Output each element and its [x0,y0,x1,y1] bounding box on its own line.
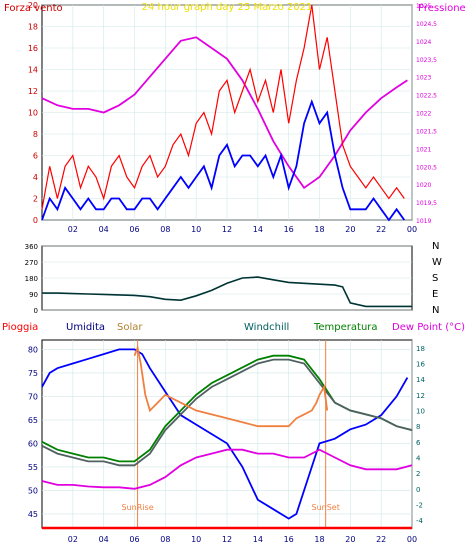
pressure-right-tick: 1019,5 [416,200,437,207]
series-vento-medio [41,99,406,222]
humidity-left-tick: 80 [28,345,38,354]
wind-x-tick: 18 [314,225,324,234]
temp-x-tick: 18 [314,535,324,544]
legend-label-4: Temperatura [313,322,378,333]
wind-x-tick: 10 [191,225,201,234]
direction-tick: 90 [29,291,38,299]
wind-left-tick: 6 [33,152,38,161]
temp-x-tick: 00 [407,535,417,544]
humidity-left-tick: 60 [28,439,38,448]
wind-x-tick: 16 [284,225,294,234]
direction-tick: 180 [25,275,38,283]
temperature-right-tick: 2 [416,470,420,478]
temp-x-tick: 20 [345,535,355,544]
compass-label: N [432,241,439,252]
humidity-left-tick: 75 [28,369,38,378]
wind-left-tick: 10 [28,109,38,118]
humidity-left-tick: 50 [28,486,38,495]
pressure-right-tick: 1024 [416,39,431,46]
wind-x-tick: 12 [222,225,232,234]
wind-x-tick: 02 [68,225,78,234]
legend-label-0: Pioggia [2,322,38,333]
pressure-right-tick: 1022,5 [416,93,437,100]
temp-x-tick: 08 [160,535,170,544]
compass-label: S [432,273,438,284]
legend-label-2: Solar [117,322,143,333]
series-pressione [41,36,408,190]
temp-x-tick: 02 [68,535,78,544]
humidity-left-tick: 55 [28,463,38,472]
compass-label: E [432,289,438,300]
legend-label-3: Windchill [244,322,289,333]
wind-x-tick: 08 [160,225,170,234]
temp-x-tick: 22 [376,535,386,544]
direction-tick: 0 [34,307,38,315]
pressure-right-tick: 1020,5 [416,164,437,171]
temp-x-tick: 12 [222,535,232,544]
series-raffica [41,4,405,210]
pressure-right-tick: 1021,5 [416,128,437,135]
wind-left-tick: 4 [33,173,38,182]
wind-x-tick: 20 [345,225,355,234]
temperature-right-tick: 4 [416,455,421,463]
pressure-right-tick: 1019 [416,218,431,225]
series-umidita [41,348,409,520]
wind-left-tick: 2 [33,195,38,204]
humidity-left-tick: 70 [28,392,38,401]
pressure-right-tick: 1020 [416,182,431,189]
temperature-right-tick: 12 [416,392,425,400]
pressure-right-tick: 1023,5 [416,57,437,64]
pressure-right-tick: 1024,5 [416,21,437,28]
temperature-right-tick: 6 [416,439,421,447]
temp-x-tick: 06 [129,535,139,544]
series-wind-direction [42,276,412,308]
pressure-right-tick: 1021 [416,146,431,153]
wind-x-tick: 04 [99,225,109,234]
temp-x-tick: 10 [191,535,201,544]
pressure-right-tick: 1022 [416,111,431,118]
temperature-right-tick: -4 [416,517,424,525]
wind-left-tick: 12 [28,87,38,96]
legend-label-1: Umidita [66,322,105,333]
pressure-axis-label: Pressione [418,3,466,14]
temp-x-tick: 14 [253,535,263,544]
sunrise-label: SunRise [122,503,154,512]
compass-label: N [432,305,439,316]
wind-left-tick: 0 [33,216,38,225]
temperature-right-tick: 16 [416,361,425,369]
wind-left-tick: 16 [28,44,38,53]
temperature-right-tick: 0 [416,486,420,494]
temperature-right-tick: -2 [416,502,423,510]
sunset-label: SunSet [311,503,339,512]
series-windchill [41,358,413,467]
pressure-right-tick: 1023 [416,75,431,82]
humidity-left-tick: 45 [28,510,38,519]
compass-label: W [432,257,442,268]
temperature-right-tick: 10 [416,408,425,416]
wind-left-tick: 8 [33,130,38,139]
wind-x-tick: 00 [407,225,417,234]
wind-x-tick: 06 [129,225,139,234]
series-solar [133,344,329,428]
wind-left-tick: 14 [28,66,38,75]
temperature-right-tick: 18 [416,345,425,353]
humidity-left-tick: 65 [28,416,38,425]
temperature-right-tick: 14 [416,376,425,384]
direction-tick: 270 [25,259,38,267]
series-dew-point [41,448,413,490]
wind-x-tick: 14 [253,225,263,234]
direction-tick: 360 [25,243,38,251]
temp-x-tick: 16 [284,535,294,544]
legend-label-5: Dew Point (°C) [392,322,465,333]
wind-left-tick: 18 [28,23,38,32]
temp-x-tick: 04 [99,535,109,544]
pressure-right-tick: 1025 [416,3,431,10]
temperature-right-tick: 8 [416,423,420,431]
wind-axis-label: Forza vento [4,3,63,14]
chart-title: 24 hour graph day 25 Marzo 2021 [142,2,313,13]
wind-left-tick: 20 [28,1,38,10]
wind-x-tick: 22 [376,225,386,234]
